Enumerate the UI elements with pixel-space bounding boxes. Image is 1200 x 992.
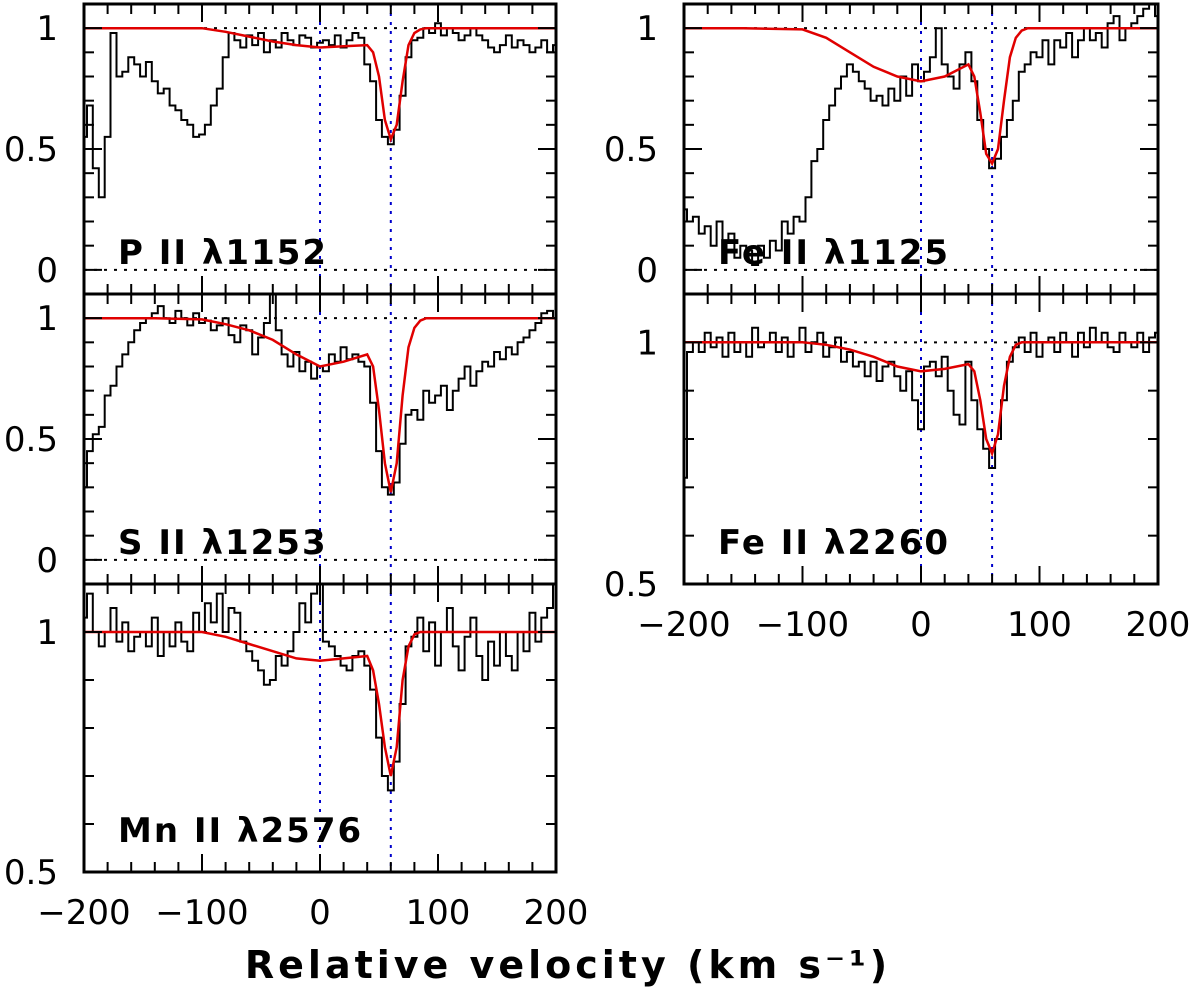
x-tick-label: 200 [1126,605,1191,645]
x-tick-label: 100 [406,893,471,933]
y-tick-label: 0.5 [604,130,658,170]
x-tick-label: −200 [37,893,130,933]
x-tick-label: 200 [524,893,589,933]
y-tick-label: 0.5 [4,420,58,460]
panel-3: 0.5 1 −200 −100 0 100 200 Mn II λ2576 [4,582,589,933]
panel-1: 0 0.5 1 P II λ1152 [4,2,558,296]
model-fit-line [684,341,1158,458]
ion-label: Mn II λ2576 [118,811,363,851]
y-tick-label: 1 [36,299,58,339]
y-tick-label: 0 [36,251,58,291]
x-axis-title: Relative velocity (km s⁻¹) [245,943,891,987]
spectrum-line [84,584,556,792]
x-tick-label: 0 [309,893,331,933]
y-tick-label: 1 [36,9,58,49]
x-tick-label: −200 [637,605,730,645]
ion-label: S II λ1253 [118,523,328,563]
y-tick-label: 0 [36,541,58,581]
x-tick-label: 0 [910,605,932,645]
panel-5: 0.5 1 −200 −100 0 100 200 Fe II λ2260 [604,292,1191,645]
panel-4: 0 0.5 1 Fe II λ1125 [604,2,1160,296]
model-fit-line [84,26,556,144]
model-fit-line [84,630,556,777]
model-fit-line [684,26,1158,167]
panel-2: 0 0.5 1 S II λ1253 [4,292,558,586]
spectrum-line [84,22,556,199]
ion-label: Fe II λ1125 [718,233,950,273]
spectrum-line [684,326,1158,479]
y-tick-label: 0 [636,251,658,291]
y-tick-label: 0.5 [4,853,58,893]
x-tick-label: 100 [1007,605,1072,645]
y-tick-label: 0.5 [604,565,658,605]
ion-label: P II λ1152 [118,233,328,273]
x-tick-label: −100 [756,605,849,645]
ion-label: Fe II λ2260 [718,523,950,563]
y-tick-label: 1 [636,9,658,49]
model-fit-line [84,316,556,493]
y-tick-label: 0.5 [4,130,58,170]
y-tick-label: 1 [36,613,58,653]
y-tick-label: 1 [636,323,658,363]
x-tick-label: −100 [155,893,248,933]
